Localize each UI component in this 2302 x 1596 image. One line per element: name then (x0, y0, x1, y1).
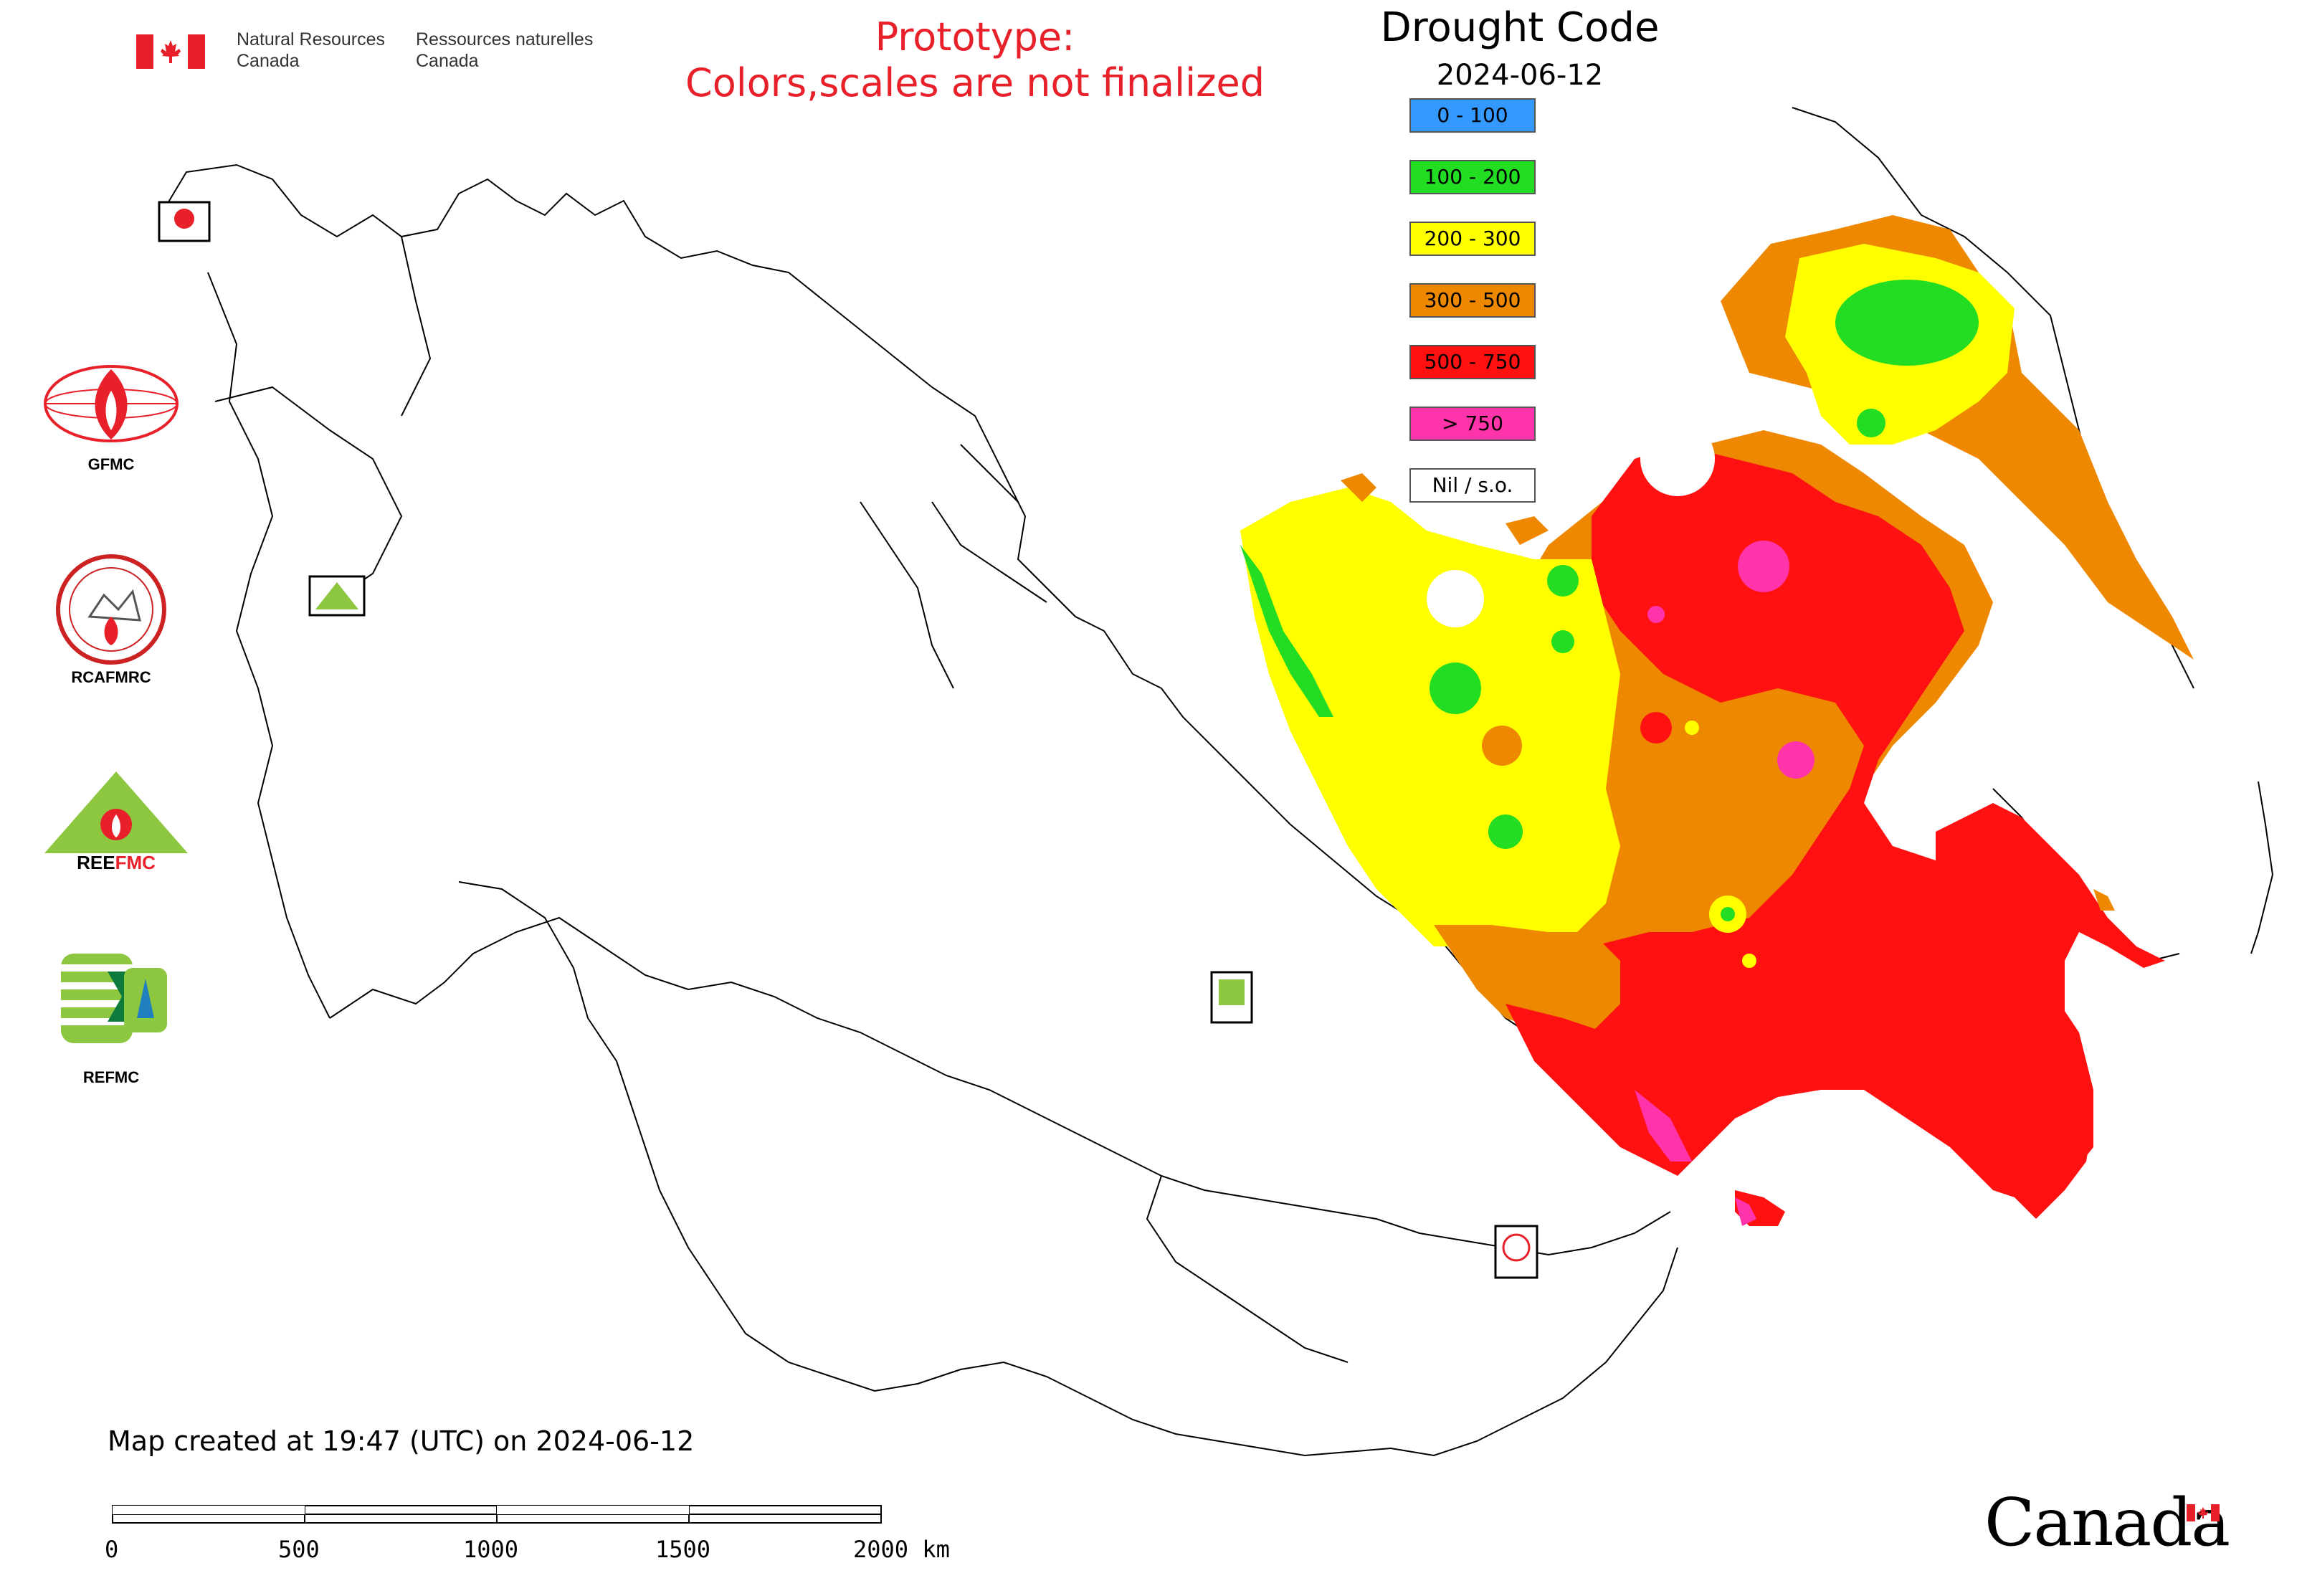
gfmc-label: GFMC (87, 455, 135, 473)
zone-red-east (1936, 803, 2165, 1205)
drought-zones (1240, 215, 2194, 1226)
legend: 0 - 100 100 - 200 200 - 300 300 - 500 50… (1409, 98, 1538, 514)
refmc-label: REFMC (82, 1068, 140, 1086)
zone-magenta-spot-3 (1647, 606, 1665, 623)
scale-tick-0: 0 (105, 1536, 119, 1563)
goc-signature: Natural Resources Canada Ressources natu… (136, 29, 602, 79)
canada-wordmark-flag-icon (2187, 1504, 2220, 1521)
zone-yellow-spot-2 (1742, 954, 1756, 968)
agency-name-fr-line1: Ressources naturelles (416, 29, 594, 49)
agency-name-fr-line2: Canada (416, 51, 479, 71)
zone-magenta-spot-1 (1738, 541, 1789, 592)
legend-item-100-200: 100 - 200 (1409, 160, 1536, 194)
gfmc-logo-icon (44, 365, 179, 442)
agency-name-en-line2: Canada (237, 51, 300, 71)
zone-green-west-coast (1240, 545, 1333, 717)
scale-tick-1000: 1000 (463, 1536, 519, 1563)
map-date: 2024-06-12 (1436, 59, 1604, 92)
rcafmrc-logo-icon (56, 554, 166, 665)
zone-yellow-spot-3 (1685, 721, 1699, 735)
scale-bar-graphic (112, 1505, 882, 1524)
canada-wordmark: Canada (1984, 1484, 2230, 1563)
zone-orange-southwest (1434, 925, 1620, 1032)
zone-green-spot-1 (1430, 662, 1481, 714)
prototype-line1: Prototype: (875, 14, 1075, 60)
map-title: Drought Code (1380, 4, 1660, 51)
canada-wordmark-text: Canada (1984, 1484, 2230, 1561)
svg-text:REEFMC: REEFMC (77, 852, 156, 873)
logo-reefmc: REEFMC (37, 767, 195, 875)
refmc-logo-icon (61, 954, 167, 1043)
zone-green-spot-5 (1721, 907, 1735, 921)
scale-bar: 0 500 1000 1500 2000 km (105, 1504, 968, 1576)
canada-flag-icon (136, 34, 205, 69)
regional-markers (158, 201, 1538, 1279)
zone-red-spot-1 (1640, 712, 1672, 744)
zone-nil-2 (1427, 570, 1484, 627)
zone-magenta-island (1735, 1197, 1756, 1226)
marker-rcafmrc (1494, 1225, 1538, 1279)
logo-gfmc: GFMC (39, 362, 183, 477)
legend-item-200-300: 200 - 300 (1409, 222, 1536, 256)
legend-item-0-100: 0 - 100 (1409, 98, 1536, 133)
rcafmrc-label: RCAFMRC (71, 668, 151, 686)
zone-red-southwest (1506, 1004, 1663, 1162)
logo-rcafmrc: RCAFMRC (39, 552, 183, 688)
region-outline (164, 107, 2274, 1457)
map-created-note: Map created at 19:47 (UTC) on 2024-06-12 (108, 1425, 695, 1457)
zone-yellow-west (1240, 488, 1620, 946)
zone-orange-spot-1 (1482, 726, 1522, 766)
zone-magenta-spot-2 (1777, 741, 1815, 779)
logo-refmc: REFMC (39, 950, 183, 1090)
prototype-warning: Prototype: Colors,scales are not finaliz… (645, 14, 1305, 106)
scale-tick-1500: 1500 (655, 1536, 711, 1563)
scale-tick-2000: 2000 km (853, 1536, 950, 1563)
scale-tick-500: 500 (278, 1536, 320, 1563)
legend-item-over-750: > 750 (1409, 407, 1536, 441)
zone-green-spot-2 (1488, 814, 1523, 849)
zone-orange-north-spots (1341, 473, 1376, 502)
zone-green-spot-3 (1547, 565, 1579, 597)
prototype-line2: Colors,scales are not finalized (685, 60, 1265, 105)
zone-orange-island-east (2093, 889, 2115, 911)
zone-magenta-south (1635, 1090, 1692, 1162)
zone-green-spot-4 (1551, 630, 1574, 653)
legend-item-500-750: 500 - 750 (1409, 345, 1536, 379)
zone-green-spot-ne (1857, 409, 1885, 437)
zone-orange-peninsula (1506, 516, 1549, 545)
legend-item-300-500: 300 - 500 (1409, 283, 1536, 318)
zone-green-northeast (1835, 280, 1979, 366)
agency-name-en-line1: Natural Resources (237, 29, 386, 49)
zone-nil-1 (1640, 422, 1715, 496)
reefmc-logo-icon: REEFMC (37, 771, 195, 873)
legend-item-nil: Nil / s.o. (1409, 468, 1536, 503)
